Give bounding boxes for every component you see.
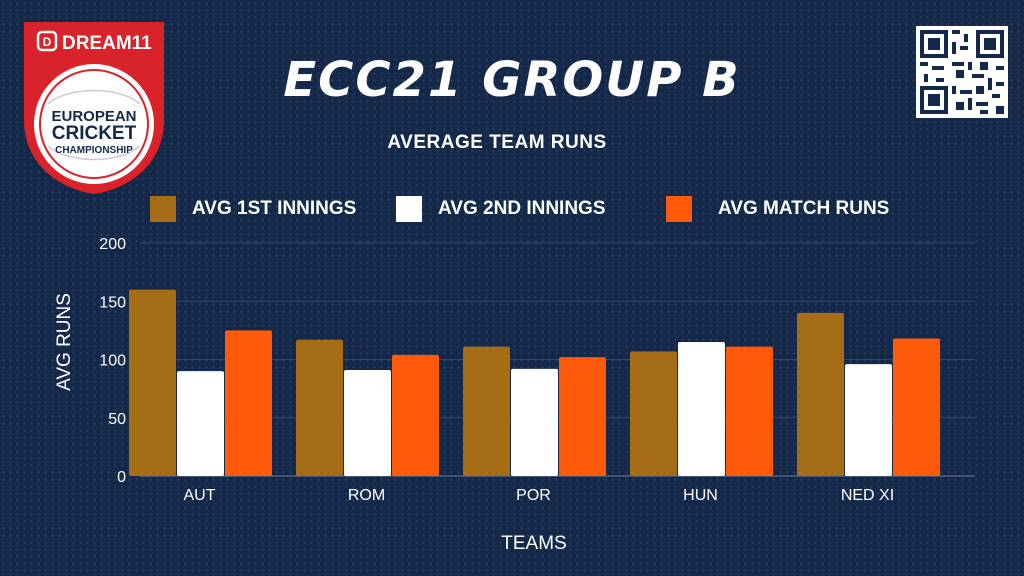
bar [630, 351, 677, 476]
legend-label: AVG MATCH RUNS [718, 198, 890, 219]
bar [893, 338, 940, 476]
legend-label: AVG 2ND INNINGS [438, 198, 606, 219]
bar [225, 330, 272, 476]
legend-item-series-0: AVG 1ST INNINGS [150, 194, 356, 224]
chart-bars [129, 289, 940, 476]
bar [511, 368, 558, 476]
y-tick-label: 50 [108, 411, 126, 428]
logo-line1-text: EUROPEAN [51, 108, 136, 125]
x-axis-ticks: AUT ROM POR HUN NED XI [184, 487, 895, 504]
bar [726, 346, 773, 476]
bar [296, 339, 343, 476]
bar [177, 371, 224, 476]
bar [129, 289, 176, 476]
qr-code-icon [916, 26, 1008, 118]
chart-subtitle: AVERAGE TEAM RUNS [387, 132, 607, 153]
logo-line3-text: CHAMPIONSHIP [55, 145, 133, 156]
chart-legend: AVG 1ST INNINGS AVG 2ND INNINGS AVG MATC… [0, 194, 1024, 224]
legend-label: AVG 1ST INNINGS [192, 198, 357, 219]
y-tick-label: 200 [99, 236, 126, 253]
y-axis-label: AVG RUNS [54, 293, 75, 391]
bar [392, 354, 439, 476]
legend-item-series-2: AVG MATCH RUNS [666, 194, 889, 224]
y-tick-label: 150 [99, 294, 126, 311]
legend-swatch [150, 196, 176, 222]
legend-swatch [666, 196, 692, 222]
y-axis-ticks: 0 50 100 150 200 [99, 236, 126, 486]
dream11-ecc-logo: D DREAM11 EUROPEAN CRICKET CHAMPIONSHIP [24, 22, 164, 194]
x-tick-label: HUN [683, 487, 718, 504]
bar [344, 369, 391, 476]
x-axis-label: TEAMS [501, 533, 566, 554]
logo-line2-text: CRICKET [52, 123, 137, 144]
legend-swatch [396, 196, 422, 222]
bar [845, 364, 892, 476]
logo-brand-text: DREAM11 [62, 33, 152, 54]
chart-title: ECC21 GROUP B [283, 52, 741, 108]
bar [797, 312, 844, 476]
x-tick-label: AUT [184, 487, 216, 504]
bar [463, 346, 510, 476]
x-tick-label: NED XI [841, 487, 894, 504]
bar [559, 357, 606, 476]
y-tick-label: 100 [99, 353, 126, 370]
bar [678, 342, 725, 476]
y-tick-label: 0 [117, 469, 126, 486]
legend-item-series-1: AVG 2ND INNINGS [396, 194, 606, 224]
x-tick-label: POR [516, 487, 551, 504]
svg-text:D: D [43, 35, 52, 49]
x-tick-label: ROM [348, 487, 385, 504]
